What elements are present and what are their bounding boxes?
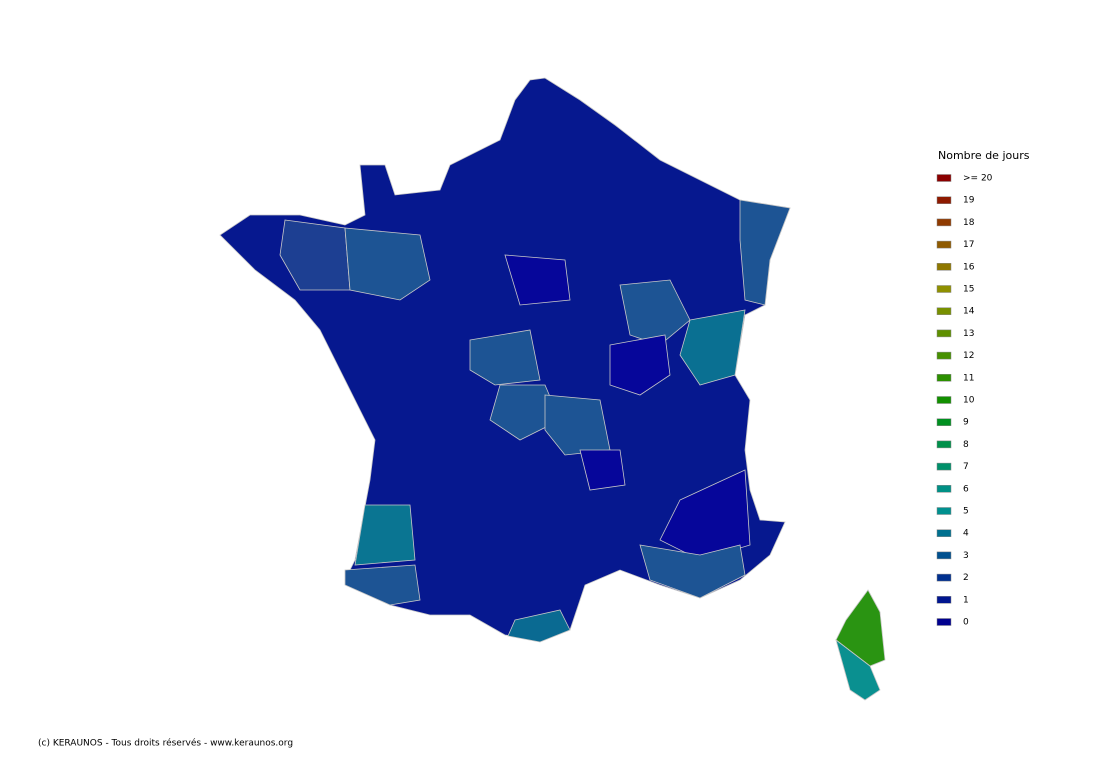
region [609, 334, 671, 396]
legend-label: 10 [963, 396, 975, 406]
legend-label: 15 [963, 285, 974, 295]
legend-label: 7 [963, 462, 969, 472]
region [679, 309, 746, 386]
copyright: (c) KERAUNOS - Tous droits réservés - ww… [38, 738, 293, 749]
legend-swatch [936, 573, 952, 582]
region [469, 329, 541, 386]
legend-label: 11 [963, 373, 974, 383]
region [579, 449, 626, 491]
legend-label: >= 20 [963, 174, 993, 184]
legend-label: 18 [963, 218, 975, 228]
legend-label: 6 [963, 484, 969, 494]
legend-label: 13 [963, 329, 974, 339]
legend-swatch [936, 374, 952, 382]
legend-swatch [936, 507, 952, 515]
region [619, 279, 691, 346]
region [639, 544, 746, 599]
legend-swatch [936, 551, 952, 560]
corsica-south [835, 638, 881, 701]
region [344, 227, 431, 301]
legend-swatch [936, 596, 952, 604]
region [504, 254, 571, 306]
legend-swatch [936, 351, 952, 360]
legend-swatch [936, 618, 952, 626]
legend-swatch [936, 196, 952, 204]
legend-swatch [936, 240, 952, 249]
legend-swatch [936, 174, 952, 182]
legend-label: 0 [963, 618, 969, 628]
legend-label: 16 [963, 262, 975, 272]
legend-label: 19 [963, 196, 975, 206]
legend-label: 17 [963, 240, 974, 250]
legend-title: Nombre de jours [938, 149, 1030, 162]
legend-swatch [936, 529, 952, 537]
region [507, 609, 571, 643]
region [739, 199, 791, 306]
legend-swatch [936, 285, 952, 293]
france-map [219, 77, 886, 701]
legend-swatch [936, 462, 952, 471]
legend-swatch [936, 329, 952, 338]
legend-label: 5 [963, 507, 969, 517]
legend-label: 14 [963, 307, 975, 317]
region [344, 564, 421, 606]
legend-swatch [936, 485, 952, 493]
region [354, 504, 416, 566]
legend-swatch [936, 440, 952, 449]
legend-swatch [936, 263, 952, 271]
legend-swatch [936, 418, 952, 426]
legend-swatch [936, 307, 952, 315]
legend-swatch [936, 218, 952, 227]
legend-label: 4 [963, 529, 969, 539]
legend-label: 1 [963, 595, 969, 605]
legend-label: 3 [963, 551, 969, 561]
legend-label: 12 [963, 351, 974, 361]
legend-label: 9 [963, 418, 969, 428]
region [489, 384, 561, 441]
legend-label: 2 [963, 573, 969, 583]
legend-label: 8 [963, 440, 969, 450]
legend-swatch [936, 396, 952, 404]
region [279, 219, 351, 291]
